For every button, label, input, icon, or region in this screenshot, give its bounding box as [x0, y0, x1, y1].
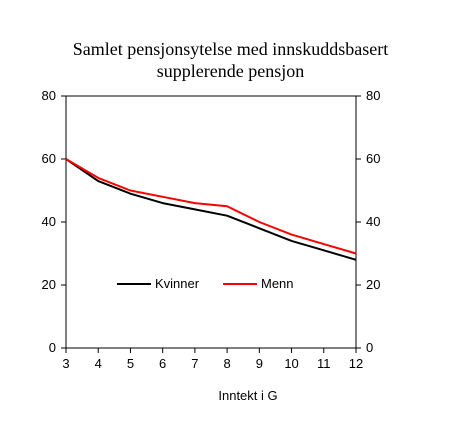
x-tick-label: 9	[256, 356, 263, 371]
chart-axes	[61, 95, 361, 353]
left-y-tick-label: 20	[42, 277, 56, 292]
right-y-tick-label: 40	[366, 214, 380, 229]
right-y-tick-labels: 0 20 40 60 80	[366, 88, 380, 355]
left-y-tick-label: 60	[42, 151, 56, 166]
x-tick-labels: 3 4 5 6 7 8 9 10 11 12	[62, 356, 363, 371]
right-y-tick-label: 60	[366, 151, 380, 166]
x-tick-label: 8	[223, 356, 230, 371]
legend: Kvinner Menn	[117, 276, 294, 291]
series-lines	[65, 158, 357, 261]
legend-label-kvinner: Kvinner	[155, 276, 200, 291]
x-tick-label: 10	[284, 356, 298, 371]
plot-area-frame	[65, 95, 357, 349]
x-tick-label: 12	[349, 356, 363, 371]
left-y-tick-labels: 0 20 40 60 80	[42, 88, 56, 355]
left-y-tick-label: 40	[42, 214, 56, 229]
left-y-tick-label: 0	[49, 340, 56, 355]
x-tick-label: 4	[95, 356, 102, 371]
left-y-tick-label: 80	[42, 88, 56, 103]
series-line-kvinner	[65, 158, 357, 261]
x-tick-label: 5	[127, 356, 134, 371]
chart-title-line-1: Samlet pensjonsytelse med innskuddsbaser…	[72, 39, 389, 59]
x-tick-label: 11	[317, 356, 331, 371]
x-tick-label: 7	[191, 356, 198, 371]
chart-title-line-2: supplerende pensjon	[156, 61, 305, 81]
legend-label-menn: Menn	[261, 276, 294, 291]
x-tick-label: 3	[62, 356, 69, 371]
right-y-tick-label: 80	[366, 88, 380, 103]
x-tick-label: 6	[159, 356, 166, 371]
right-y-tick-label: 0	[366, 340, 373, 355]
series-line-menn	[65, 158, 357, 255]
x-axis-title: Inntekt i G	[218, 388, 277, 403]
right-y-tick-label: 20	[366, 277, 380, 292]
